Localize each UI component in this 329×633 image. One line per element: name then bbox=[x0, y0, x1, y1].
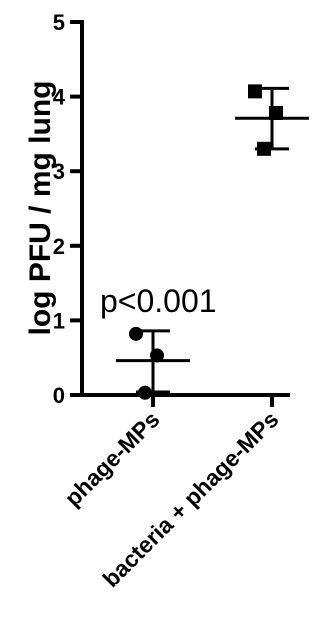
y-tick-label: 0 bbox=[53, 383, 65, 408]
data-point-circle bbox=[138, 385, 152, 400]
data-marks bbox=[116, 84, 309, 400]
data-point-circle bbox=[129, 326, 143, 341]
p-value-annotation: p<0.001 bbox=[100, 283, 217, 319]
y-tick-label: 3 bbox=[53, 159, 65, 184]
y-tick-label: 5 bbox=[53, 10, 65, 35]
y-tick-label: 2 bbox=[53, 234, 65, 259]
data-point-circle bbox=[150, 348, 164, 363]
data-point-square bbox=[269, 106, 283, 121]
y-tick-label: 4 bbox=[53, 85, 66, 110]
data-point-square bbox=[257, 141, 271, 156]
x-category-label: phage-MPs bbox=[59, 406, 164, 511]
data-point-square bbox=[248, 84, 262, 99]
y-axis: 0 1 2 3 4 5 bbox=[53, 10, 84, 408]
y-axis-title: log PFU / mg lung bbox=[24, 81, 57, 336]
y-tick-label: 1 bbox=[53, 308, 65, 333]
